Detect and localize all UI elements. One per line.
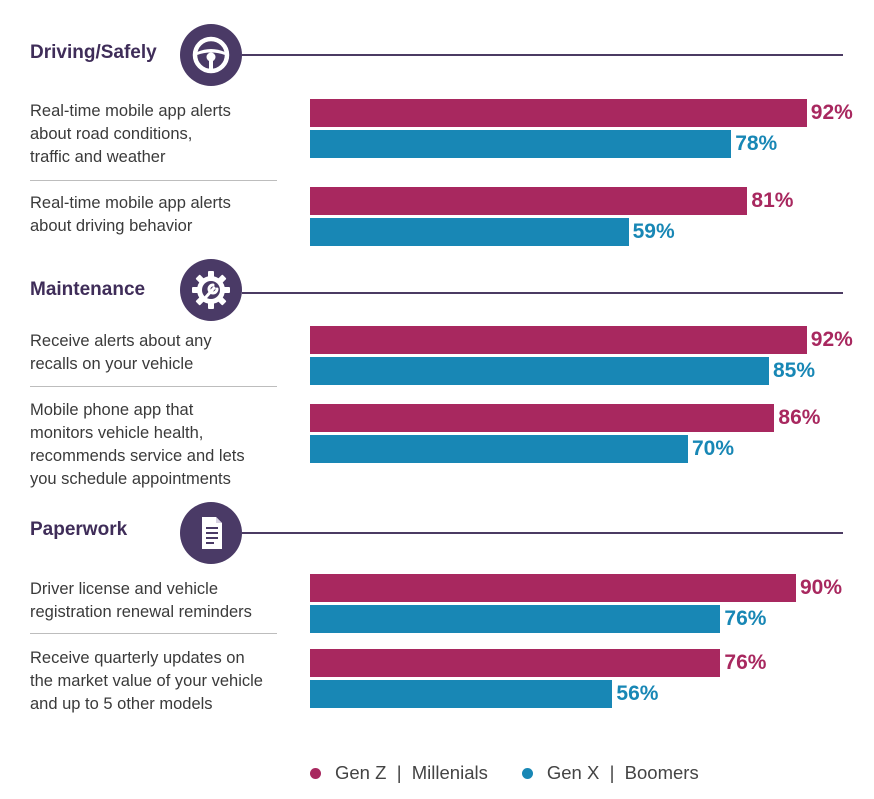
legend-item-genx-boomers: Gen X | Boomers	[521, 762, 699, 784]
value-label: 59%	[632, 220, 675, 243]
value-label: 85%	[773, 359, 816, 382]
value-label: 92%	[810, 328, 853, 351]
value-label: 92%	[810, 101, 853, 124]
value-label: 90%	[800, 576, 843, 599]
legend: Gen Z | Millenials Gen X | Boomers	[310, 762, 733, 784]
value-label: 81%	[751, 189, 794, 212]
value-label: 78%	[735, 132, 778, 155]
section-rule-driving-safely	[242, 54, 843, 56]
bar-genz-millennials	[310, 99, 807, 127]
bar-genz-millennials	[310, 326, 807, 354]
legend-swatch-genz-millennials	[310, 767, 321, 779]
value-label: 86%	[778, 406, 821, 429]
value-label: 70%	[692, 437, 735, 460]
bar-genx-boomers	[310, 435, 688, 463]
bar-genx-boomers	[310, 130, 732, 158]
bar-genz-millennials	[310, 404, 775, 432]
legend-label-genx-boomers: Gen X | Boomers	[546, 762, 699, 783]
section-title-paperwork: Paperwork	[30, 519, 128, 540]
value-label: 76%	[724, 651, 767, 674]
bar-genz-millennials	[310, 187, 748, 215]
bar-genx-boomers	[310, 680, 613, 708]
item-label: Receive quarterly updates on the market …	[30, 649, 263, 713]
item-label: Driver license and vehicle registration …	[30, 580, 252, 621]
item-separator	[30, 386, 277, 387]
legend-swatch-genx-boomers	[521, 767, 533, 779]
bar-genz-millennials	[310, 649, 721, 677]
item-separator	[30, 180, 277, 181]
bar-genx-boomers	[310, 605, 721, 633]
bar-genz-millennials	[310, 574, 796, 602]
bar-genx-boomers	[310, 357, 769, 385]
section-title-driving-safely: Driving/Safely	[30, 42, 157, 63]
gear-wrench-icon	[180, 259, 242, 321]
item-label: Real-time mobile app alerts about drivin…	[30, 194, 231, 235]
section-rule-paperwork	[242, 532, 843, 534]
value-label: 76%	[724, 607, 767, 630]
section-title-maintenance: Maintenance	[30, 279, 146, 300]
legend-item-genz-millennials: Gen Z | Millenials	[310, 762, 488, 784]
item-separator	[30, 633, 277, 634]
item-label: Receive alerts about any recalls on your…	[30, 332, 212, 373]
item-label: Real-time mobile app alerts about road c…	[30, 102, 231, 166]
steering-wheel-icon	[180, 24, 242, 86]
bar-genx-boomers	[310, 218, 629, 246]
value-label: 56%	[616, 682, 659, 705]
document-icon	[180, 502, 242, 564]
section-rule-maintenance	[242, 292, 843, 294]
item-label: Mobile phone app that monitors vehicle h…	[30, 401, 245, 488]
legend-label-genz-millennials: Gen Z | Millenials	[335, 762, 488, 783]
